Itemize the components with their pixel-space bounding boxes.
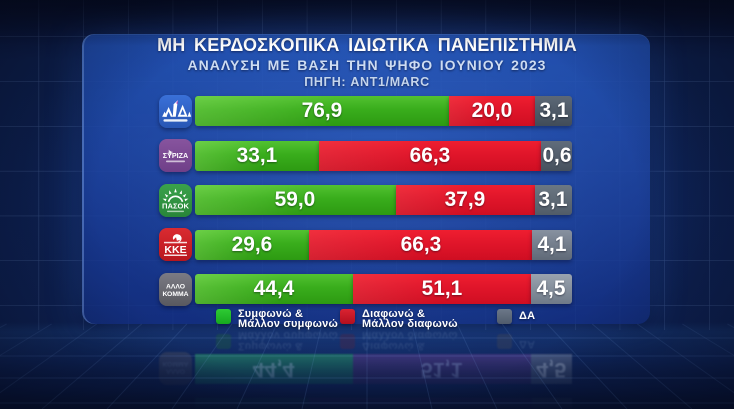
svg-text:ΑΛΛΟ: ΑΛΛΟ [166,283,185,290]
svg-text:ΠΑΣΟΚ: ΠΑΣΟΚ [162,201,189,210]
svg-text:ΣΥΡΙΖΑ: ΣΥΡΙΖΑ [163,151,188,160]
svg-text:ΚΟΜΜΑ: ΚΟΜΜΑ [162,291,188,298]
svg-text:KKE: KKE [164,244,186,256]
